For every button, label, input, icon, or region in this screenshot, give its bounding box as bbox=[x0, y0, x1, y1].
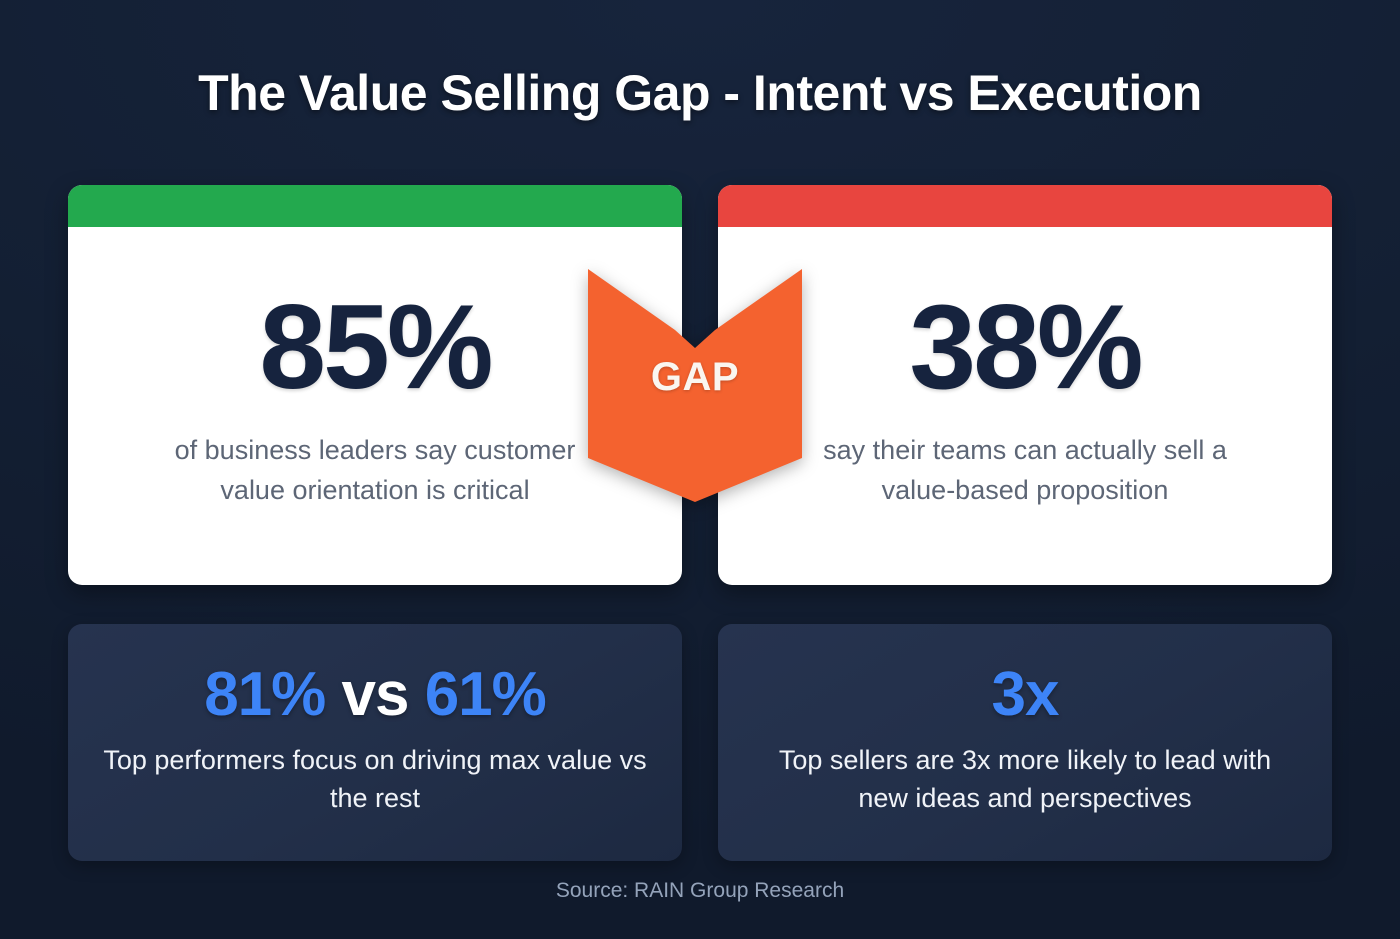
stat-card-body: 85% of business leaders say customer val… bbox=[68, 227, 682, 585]
stat-description-intent: of business leaders say customer value o… bbox=[174, 435, 576, 505]
info-description-top-sellers: Top sellers are 3x more likely to lead w… bbox=[778, 744, 1272, 814]
stat-card-execution: 38% say their teams can actually sell a … bbox=[718, 185, 1332, 585]
info-stat-81-vs-61: 81% vs 61% bbox=[204, 659, 547, 729]
bottom-info-row: 81% vs 61% Top performers focus on drivi… bbox=[68, 624, 1332, 861]
stat-value-38: 38% bbox=[909, 280, 1143, 415]
gap-label: GAP bbox=[650, 355, 740, 399]
gap-down-arrow-icon bbox=[579, 260, 811, 502]
info-card-top-sellers: 3x Top sellers are 3x more likely to lea… bbox=[718, 624, 1332, 861]
stat-description-execution: say their teams can actually sell a valu… bbox=[823, 435, 1227, 505]
top-stat-row: 85% of business leaders say customer val… bbox=[68, 185, 1332, 585]
info-stat-second: 61% bbox=[424, 659, 547, 729]
info-stat-3x: 3x bbox=[991, 659, 1060, 729]
info-description-top-performers: Top performers focus on driving max valu… bbox=[103, 744, 647, 814]
page-title: The Value Selling Gap - Intent vs Execut… bbox=[198, 65, 1202, 121]
stat-card-body: 38% say their teams can actually sell a … bbox=[718, 227, 1332, 585]
card-accent-bar-green bbox=[68, 185, 682, 227]
info-stat-first: 81% bbox=[204, 659, 326, 729]
card-accent-bar-red bbox=[718, 185, 1332, 227]
info-stat-first: 3x bbox=[991, 659, 1060, 729]
stat-value-85: 85% bbox=[259, 280, 493, 415]
stat-card-intent: 85% of business leaders say customer val… bbox=[68, 185, 682, 585]
info-card-top-performers: 81% vs 61% Top performers focus on drivi… bbox=[68, 624, 682, 861]
info-stat-separator: vs bbox=[325, 659, 425, 729]
source-attribution: Source: RAIN Group Research bbox=[555, 879, 845, 902]
